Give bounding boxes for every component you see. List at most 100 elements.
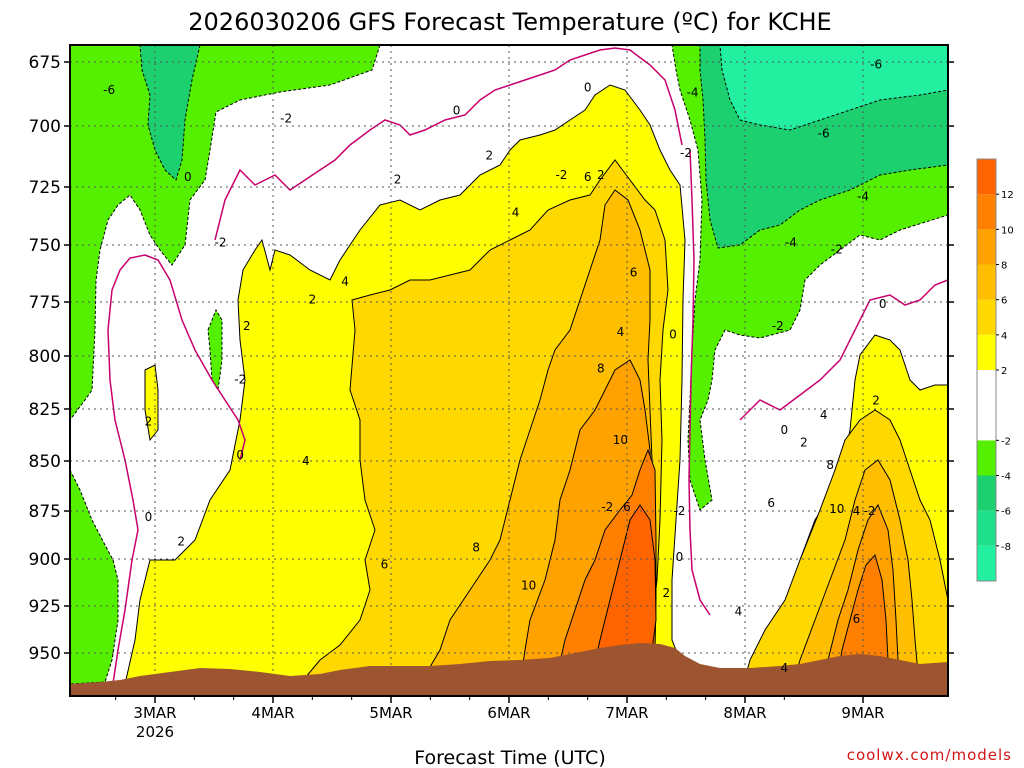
contour-label: 2 — [597, 168, 605, 182]
colorbar-bin — [977, 545, 996, 581]
contour-label: 0 — [584, 81, 592, 95]
temp-band-minus4-small — [207, 308, 223, 392]
terrain — [70, 643, 948, 696]
x-tick-label: 4MAR — [251, 704, 294, 722]
contour-label: 0 — [781, 423, 789, 437]
y-tick-label: 775 — [29, 293, 61, 313]
contour-label: -6 — [818, 126, 830, 140]
credit-text: coolwx.com/models — [847, 746, 1012, 764]
colorbar-tick-label: 8 — [1001, 261, 1007, 272]
x-axis-label: Forecast Time (UTC) — [414, 747, 605, 768]
colorbar: 12 10 8 6 4 2 -2 -4 -6 -8 — [976, 158, 1014, 582]
x-tick-sublabel: 2026 — [136, 723, 174, 741]
temp-band-minus4 — [70, 45, 381, 421]
colorbar-tick-label: 6 — [1001, 296, 1007, 307]
contour-label: 4 — [853, 504, 861, 518]
y-tick-label: 825 — [29, 400, 61, 420]
contour-label: 6 — [584, 170, 592, 184]
contour-label: 4 — [302, 454, 310, 468]
x-tick-label: 3MAR — [133, 704, 176, 722]
plot-area: -6 -2 -2 -2 -2 -2 -2 -2 -2 -2 -2 -4 -4 -4 -6 -6 0 0 0 0 0 0 0 0… — [70, 45, 948, 696]
temp-band-minus8-right — [719, 45, 948, 131]
contour-label: 4 — [341, 274, 349, 288]
contour-label: 4 — [617, 325, 625, 339]
contour-label: 2 — [663, 586, 671, 600]
contour-label: 10 — [521, 578, 536, 592]
contour-label: 2 — [309, 293, 317, 307]
y-tick-label: 875 — [29, 502, 61, 522]
contour-label: 6 — [381, 558, 389, 572]
contour-label: 2 — [145, 414, 153, 428]
y-tick-label: 900 — [29, 550, 61, 570]
contour-label: -2 — [772, 319, 784, 333]
contour-label: 0 — [879, 297, 887, 311]
y-tick-label: 800 — [29, 347, 61, 367]
contour-label: -2 — [234, 372, 246, 386]
y-tick-label: 675 — [29, 53, 61, 73]
y-tick-label: 750 — [29, 236, 61, 256]
colorbar-bin — [977, 440, 996, 476]
contour-label: 2 — [177, 535, 185, 549]
colorbar-bin — [977, 194, 996, 230]
temp-band-plus12 — [589, 504, 657, 685]
colorbar-bin — [977, 370, 996, 441]
x-tick-label: 6MAR — [487, 704, 530, 722]
chart-title: 2026030206 GFS Forecast Temperature (ºC)… — [188, 8, 831, 36]
contour-label: 4 — [735, 605, 743, 619]
y-tick-label: 925 — [29, 597, 61, 617]
colorbar-bin — [977, 264, 996, 300]
zero-contour-upper — [214, 47, 683, 241]
contour-labels: -6 -2 -2 -2 -2 -2 -2 -2 -2 -2 -2 -4 -4 -4 -6 -6 0 0 0 0 0 0 0 0… — [103, 58, 886, 675]
grid — [70, 45, 948, 696]
contour-label: 8 — [472, 540, 480, 554]
contour-label: 0 — [236, 448, 244, 462]
contour-label: 0 — [676, 550, 684, 564]
contour-label: -4 — [687, 86, 699, 100]
colorbar-bin — [977, 299, 996, 335]
y-tick-label: 725 — [29, 178, 61, 198]
colorbar-tick-label: -8 — [1001, 542, 1011, 553]
contour-label: 8 — [826, 458, 834, 472]
contour-label: 0 — [669, 327, 677, 341]
contour-label: -2 — [673, 504, 685, 518]
zero-contour-mid — [688, 149, 711, 616]
contour-label: -2 — [680, 146, 692, 160]
temp-band-minus6 — [139, 45, 201, 181]
contour-label: 2 — [800, 435, 808, 449]
contour-label: -2 — [831, 243, 843, 257]
colorbar-tick-label: -4 — [1001, 472, 1011, 483]
contour-label: -2 — [555, 168, 567, 182]
x-tick-label: 7MAR — [605, 704, 648, 722]
contour-label: 2 — [872, 394, 880, 408]
contour-label: 8 — [597, 362, 605, 376]
colorbar-tick-label: 2 — [1001, 366, 1007, 377]
contour-label: -4 — [857, 189, 869, 203]
zero-contour-right — [739, 279, 948, 421]
colorbar-bin — [977, 229, 996, 265]
zero-contour-left — [107, 254, 246, 691]
y-tick-label: 950 — [29, 644, 61, 664]
y-tick-label: 700 — [29, 117, 61, 137]
x-tick-label: 9MAR — [841, 704, 884, 722]
contour-label: 0 — [145, 510, 153, 524]
contour-label: 0 — [453, 104, 461, 118]
contour-label: -2 — [215, 236, 227, 250]
contour-label: 2 — [394, 173, 402, 187]
contour-label: 6 — [630, 265, 638, 279]
colorbar-tick-label: 12 — [1001, 190, 1014, 201]
contour-label: 4 — [820, 408, 828, 422]
x-tick-label: 5MAR — [369, 704, 412, 722]
colorbar-bin — [977, 475, 996, 511]
contour-label: -4 — [785, 236, 797, 250]
contour-label: 6 — [767, 496, 775, 510]
contour-label: 10 — [613, 433, 628, 447]
colorbar-tick-label: 4 — [1001, 331, 1007, 342]
contour-label: 4 — [781, 661, 789, 675]
contour-label: 2 — [243, 319, 251, 333]
contour-label: 2 — [486, 148, 494, 162]
x-tick-label: 8MAR — [723, 704, 766, 722]
contour-label: -2 — [280, 111, 292, 125]
